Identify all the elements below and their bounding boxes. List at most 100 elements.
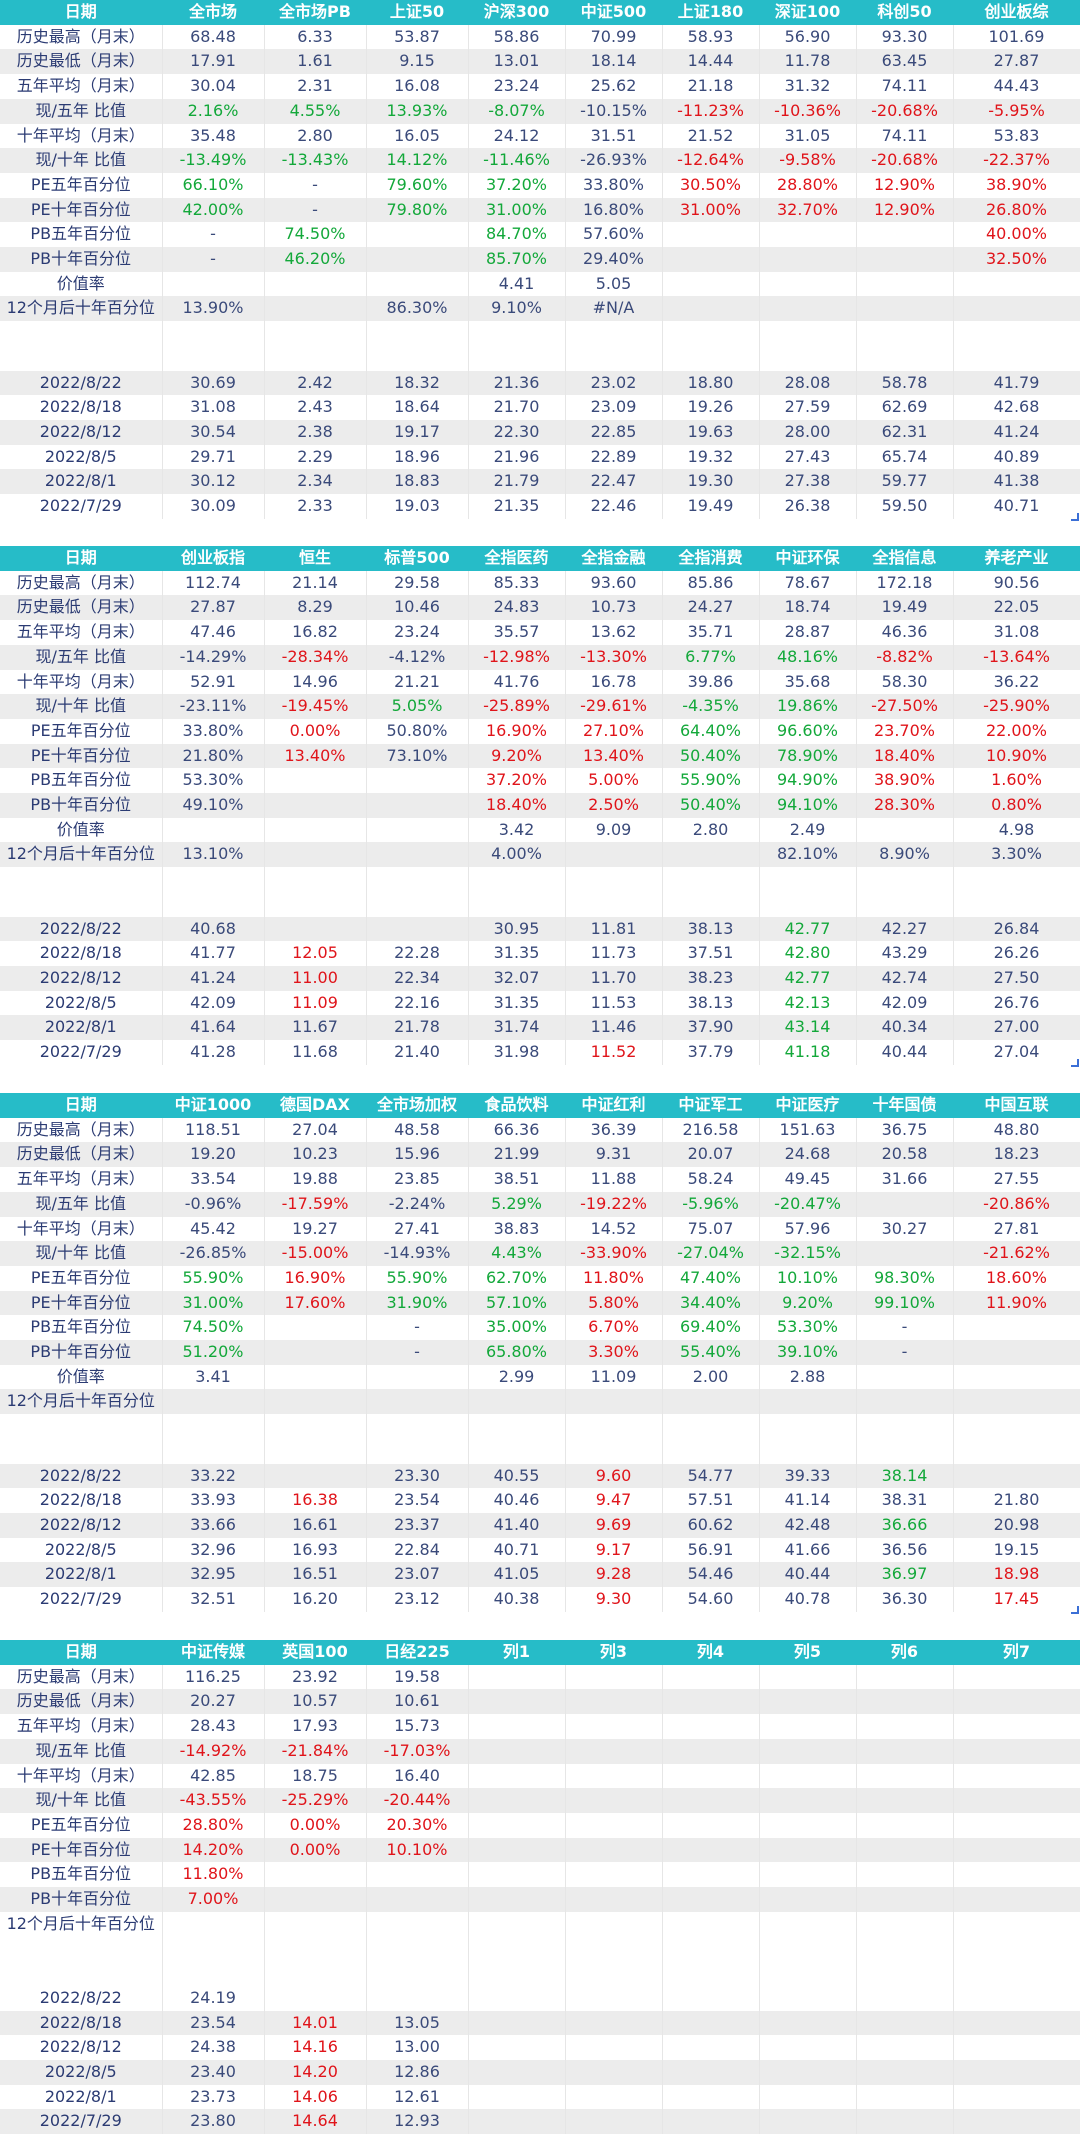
table-cell[interactable]: 2.88 <box>759 1364 857 1390</box>
table-cell[interactable]: 31.90% <box>366 1290 469 1316</box>
table-cell[interactable] <box>162 1438 265 1464</box>
table-cell[interactable]: 41.66 <box>759 1537 857 1563</box>
table-cell[interactable]: 57.60% <box>565 222 663 248</box>
table-cell[interactable]: 2.16% <box>162 98 265 124</box>
table-cell[interactable]: 23.24 <box>468 74 566 99</box>
table-cell[interactable]: 62.31 <box>856 419 954 445</box>
row-label-cell[interactable]: 五年平均（月末） <box>0 74 163 99</box>
table-cell[interactable] <box>759 2109 857 2135</box>
table-cell[interactable] <box>264 793 367 818</box>
table-cell[interactable]: 22.05 <box>953 595 1080 621</box>
table-cell[interactable]: 0.00% <box>264 1837 367 1863</box>
row-label-cell[interactable] <box>0 321 163 346</box>
row-label-cell[interactable]: 十年平均（月末） <box>0 123 163 149</box>
table-cell[interactable]: 38.51 <box>468 1167 566 1192</box>
table-cell[interactable]: 15.73 <box>366 1714 469 1739</box>
table-cell[interactable]: 22.84 <box>366 1537 469 1563</box>
table-cell[interactable]: 35.68 <box>759 669 857 695</box>
table-cell[interactable]: 24.12 <box>468 123 566 149</box>
table-cell[interactable]: 40.71 <box>953 494 1080 519</box>
table-cell[interactable]: 20.58 <box>856 1142 954 1168</box>
table-cell[interactable] <box>662 1862 760 1888</box>
table-cell[interactable] <box>953 2109 1080 2135</box>
column-header-cell[interactable]: 全指信息 <box>856 546 954 571</box>
table-cell[interactable]: -9.58% <box>759 148 857 173</box>
table-cell[interactable]: 4.55% <box>264 98 367 124</box>
table-cell[interactable]: 29.40% <box>565 247 663 272</box>
table-cell[interactable]: 32.07 <box>468 965 566 991</box>
table-cell[interactable] <box>468 1414 566 1439</box>
table-cell[interactable] <box>759 1414 857 1439</box>
column-header-cell[interactable]: 全指消费 <box>662 546 760 571</box>
table-cell[interactable]: 9.15 <box>366 49 469 75</box>
table-cell[interactable]: -22.37% <box>953 148 1080 173</box>
table-cell[interactable]: 28.43 <box>162 1714 265 1739</box>
table-cell[interactable]: 3.30% <box>565 1340 663 1365</box>
table-cell[interactable]: 11.00 <box>264 965 367 991</box>
row-label-cell[interactable] <box>0 867 163 892</box>
table-cell[interactable]: - <box>162 247 265 272</box>
table-cell[interactable]: 14.96 <box>264 669 367 695</box>
table-cell[interactable]: 42.27 <box>856 916 954 942</box>
table-cell[interactable]: 42.09 <box>856 990 954 1016</box>
table-cell[interactable]: 33.93 <box>162 1488 265 1513</box>
table-cell[interactable]: 18.40% <box>856 743 954 769</box>
table-cell[interactable]: 35.71 <box>662 620 760 645</box>
table-cell[interactable]: 13.62 <box>565 620 663 645</box>
table-cell[interactable]: 17.45 <box>953 1587 1080 1612</box>
table-cell[interactable]: 53.83 <box>953 123 1080 149</box>
table-cell[interactable]: 30.27 <box>856 1216 954 1242</box>
table-cell[interactable]: 11.70 <box>565 965 663 991</box>
table-cell[interactable]: 31.35 <box>468 941 566 966</box>
table-cell[interactable] <box>856 1763 954 1789</box>
table-cell[interactable] <box>856 1862 954 1888</box>
table-cell[interactable]: 10.90% <box>953 743 1080 769</box>
row-label-cell[interactable]: 2022/8/5 <box>0 2059 163 2085</box>
table-cell[interactable]: 17.91 <box>162 49 265 75</box>
table-cell[interactable]: 27.81 <box>953 1216 1080 1242</box>
row-label-cell[interactable]: PB五年百分位 <box>0 768 163 794</box>
table-cell[interactable]: 2.34 <box>264 469 367 495</box>
table-cell[interactable]: -14.93% <box>366 1241 469 1266</box>
table-cell[interactable]: -13.64% <box>953 644 1080 670</box>
table-cell[interactable]: 42.48 <box>759 1512 857 1538</box>
row-label-cell[interactable]: PB十年百分位 <box>0 1887 163 1912</box>
table-cell[interactable]: 2.49 <box>759 817 857 843</box>
table-cell[interactable]: 14.06 <box>264 2084 367 2110</box>
table-cell[interactable] <box>856 891 954 917</box>
table-cell[interactable]: 22.89 <box>565 444 663 470</box>
table-cell[interactable]: 23.24 <box>366 620 469 645</box>
row-label-cell[interactable]: 历史最高（月末） <box>0 1117 163 1143</box>
table-cell[interactable] <box>856 1788 954 1813</box>
table-cell[interactable] <box>366 1414 469 1439</box>
table-cell[interactable] <box>759 1812 857 1838</box>
table-cell[interactable] <box>565 1689 663 1715</box>
table-cell[interactable]: 28.00 <box>759 419 857 445</box>
row-label-cell[interactable]: 2022/8/18 <box>0 1488 163 1513</box>
table-cell[interactable]: 33.80% <box>565 172 663 198</box>
table-cell[interactable]: 50.80% <box>366 718 469 744</box>
table-cell[interactable]: 21.21 <box>366 669 469 695</box>
table-cell[interactable]: 39.86 <box>662 669 760 695</box>
table-cell[interactable]: 46.36 <box>856 620 954 645</box>
table-cell[interactable] <box>366 768 469 794</box>
table-cell[interactable]: 54.46 <box>662 1562 760 1588</box>
table-cell[interactable]: 8.29 <box>264 595 367 621</box>
table-cell[interactable]: 27.04 <box>264 1117 367 1143</box>
table-cell[interactable] <box>759 1664 857 1690</box>
table-cell[interactable]: 9.28 <box>565 1562 663 1588</box>
table-cell[interactable] <box>953 891 1080 917</box>
row-label-cell[interactable]: 历史最低（月末） <box>0 595 163 621</box>
table-cell[interactable] <box>662 2109 760 2135</box>
table-cell[interactable]: 22.46 <box>565 494 663 519</box>
table-cell[interactable]: 20.30% <box>366 1812 469 1838</box>
table-cell[interactable] <box>264 1315 367 1341</box>
table-cell[interactable]: -21.62% <box>953 1241 1080 1266</box>
table-cell[interactable] <box>953 1837 1080 1863</box>
table-cell[interactable]: 11.78 <box>759 49 857 75</box>
table-cell[interactable] <box>856 1738 954 1764</box>
table-cell[interactable]: 33.54 <box>162 1167 265 1192</box>
table-cell[interactable]: 19.26 <box>662 395 760 420</box>
table-cell[interactable]: -4.35% <box>662 694 760 719</box>
table-cell[interactable]: 14.20% <box>162 1837 265 1863</box>
